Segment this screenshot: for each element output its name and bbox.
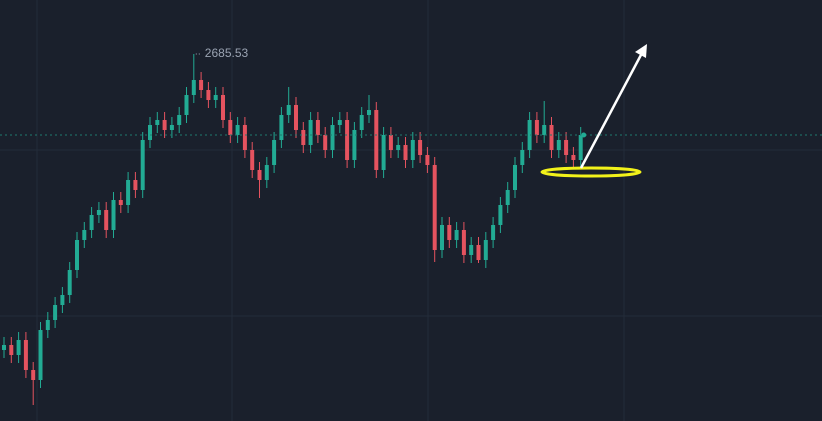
candle-body bbox=[155, 120, 160, 125]
candle-body bbox=[461, 230, 466, 255]
candle-body bbox=[133, 180, 138, 190]
candle-body bbox=[432, 165, 437, 250]
candle-body bbox=[38, 330, 43, 380]
candle-body bbox=[352, 130, 357, 160]
candle-body bbox=[272, 140, 277, 165]
candle-body bbox=[454, 230, 459, 240]
candle-body bbox=[213, 95, 218, 100]
candle-body bbox=[9, 345, 14, 355]
candle-body bbox=[242, 125, 247, 150]
candle-body bbox=[162, 120, 167, 130]
candle-body bbox=[396, 145, 401, 150]
candle-body bbox=[491, 225, 496, 240]
candle-body bbox=[89, 215, 94, 230]
candle-body bbox=[228, 120, 233, 135]
highlight-ellipse bbox=[540, 166, 642, 178]
candle-body bbox=[279, 115, 284, 140]
candle-body bbox=[571, 155, 576, 160]
candle-body bbox=[447, 225, 452, 240]
candle-body bbox=[250, 150, 255, 170]
candle-body bbox=[513, 165, 517, 190]
arrow-line bbox=[579, 52, 644, 169]
candle-body bbox=[82, 230, 87, 240]
candle-body bbox=[440, 225, 444, 250]
candle-body bbox=[126, 180, 131, 205]
candle-body bbox=[315, 120, 320, 135]
candle-body bbox=[337, 120, 342, 125]
candle-body bbox=[75, 240, 79, 270]
candle-body bbox=[23, 340, 28, 370]
candle-body bbox=[31, 370, 36, 380]
candle-body bbox=[191, 80, 196, 95]
candle-body bbox=[374, 110, 379, 170]
candle-body bbox=[418, 140, 423, 155]
candle-body bbox=[60, 295, 65, 305]
candle-body bbox=[67, 270, 72, 295]
candle-body bbox=[578, 135, 583, 160]
candle-body bbox=[330, 125, 335, 150]
candle-body bbox=[469, 245, 474, 255]
candle-body bbox=[235, 125, 240, 135]
candle-body bbox=[410, 140, 415, 160]
candle-body bbox=[177, 115, 182, 125]
candle-body bbox=[286, 105, 291, 115]
candle-body bbox=[118, 200, 123, 205]
candle-body bbox=[206, 90, 211, 100]
candle-body bbox=[520, 150, 525, 165]
candle-body bbox=[483, 240, 488, 260]
candles: 2685.53 bbox=[0, 46, 822, 405]
candle-body bbox=[96, 210, 101, 215]
candle-body bbox=[549, 125, 554, 150]
candle-body bbox=[323, 135, 328, 150]
arrow-head bbox=[635, 44, 647, 58]
candle-body bbox=[367, 110, 371, 115]
candle-body bbox=[301, 130, 306, 145]
candle-body bbox=[527, 120, 532, 150]
candle-body bbox=[53, 305, 58, 320]
candle-body bbox=[556, 140, 561, 150]
candle-body bbox=[542, 125, 547, 135]
candle-body bbox=[534, 120, 539, 135]
candle-body bbox=[294, 105, 298, 130]
candle-body bbox=[345, 120, 350, 160]
candle-body bbox=[308, 120, 313, 145]
last-price-dot bbox=[581, 132, 587, 138]
candle-body bbox=[184, 95, 189, 115]
candle-body bbox=[2, 345, 6, 350]
candle-body bbox=[505, 190, 510, 205]
candle-body bbox=[140, 140, 145, 190]
candle-body bbox=[359, 115, 364, 130]
candle-body bbox=[111, 200, 116, 230]
candle-body bbox=[257, 170, 262, 180]
candle-body bbox=[564, 140, 569, 155]
max-label: 2685.53 bbox=[205, 46, 249, 60]
candle-body bbox=[498, 205, 503, 225]
candle-body bbox=[169, 125, 174, 130]
candle-body bbox=[476, 245, 481, 260]
candle-body bbox=[148, 125, 152, 140]
candle-body bbox=[199, 80, 204, 90]
candle-body bbox=[388, 135, 393, 150]
candle-body bbox=[403, 145, 408, 160]
candle-body bbox=[425, 155, 430, 165]
candle-body bbox=[221, 95, 225, 120]
candle-body bbox=[104, 210, 109, 230]
candle-body bbox=[381, 135, 386, 170]
candle-body bbox=[45, 320, 50, 330]
candle-body bbox=[16, 340, 21, 355]
candle-body bbox=[264, 165, 269, 180]
